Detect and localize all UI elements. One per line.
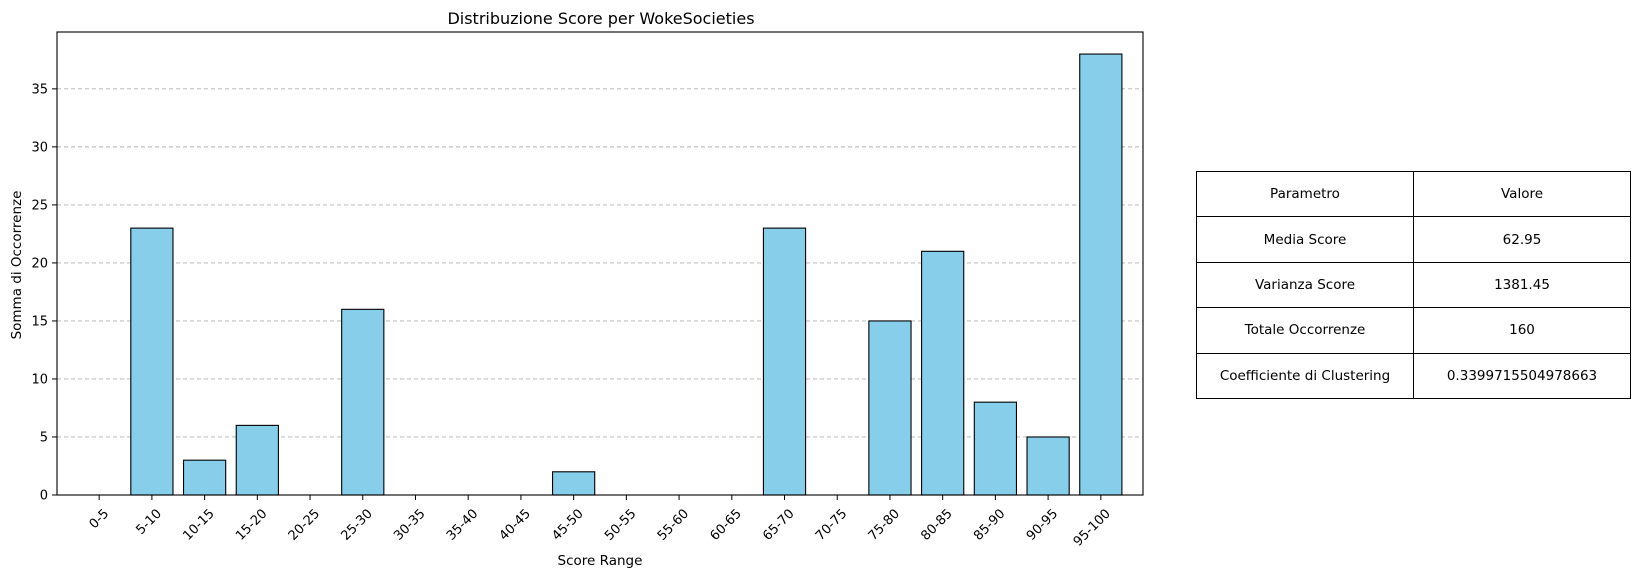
table-row: Varianza Score 1381.45 (1196, 261, 1631, 309)
table-cell: 160 (1413, 307, 1631, 354)
table-cell: Varianza Score (1196, 261, 1414, 309)
bar (1026, 436, 1070, 496)
x-tick-label: 30-35 (391, 506, 428, 543)
x-tick-label: 0-5 (87, 506, 113, 532)
bar (921, 250, 965, 496)
table-cell: 62.95 (1413, 216, 1631, 263)
x-tick-label: 90-95 (1024, 506, 1061, 543)
bar (552, 471, 596, 496)
plot-frame (56, 31, 1144, 496)
x-tick-label: 50-55 (602, 506, 639, 543)
stats-table: Parametro Valore Media Score 62.95 Varia… (1196, 170, 1631, 399)
bar (182, 459, 227, 496)
bar (762, 227, 807, 496)
x-tick-label: 80-85 (918, 506, 955, 543)
x-tick-label: 15-20 (233, 506, 270, 543)
table-row: Coefficiente di Clustering 0.33997155049… (1196, 352, 1631, 399)
bar (973, 401, 1018, 496)
x-tick-label: 25-30 (338, 506, 375, 543)
x-tick-label: 5-10 (133, 506, 164, 537)
y-axis-label: Somma di Occorrenze (9, 191, 25, 340)
x-axis-label: Score Range (558, 553, 643, 569)
table-cell: 0.3399715504978663 (1413, 352, 1631, 399)
y-tick-label: 10 (31, 372, 48, 387)
x-tick-label: 95-100 (1071, 506, 1114, 549)
table-cell: Coefficiente di Clustering (1196, 352, 1414, 399)
bars (130, 53, 1123, 496)
x-tick-label: 75-80 (866, 506, 903, 543)
bar (235, 424, 279, 496)
table-header-cell: Parametro (1196, 170, 1414, 218)
bar (868, 320, 912, 496)
table-row: Media Score 62.95 (1196, 216, 1631, 263)
y-tick-label: 15 (31, 314, 48, 329)
chart-title: Distribuzione Score per WokeSocieties (447, 9, 754, 28)
y-tick-label: 35 (31, 82, 48, 97)
x-tick-label: 65-70 (760, 506, 797, 543)
table-row: Totale Occorrenze 160 (1196, 307, 1631, 354)
y-tick-label: 0 (40, 489, 48, 504)
x-tick-label: 85-90 (971, 506, 1008, 543)
table-header-row: Parametro Valore (1196, 170, 1631, 218)
grid-lines (57, 88, 1143, 438)
y-tick-label: 30 (31, 140, 48, 155)
y-tick-label: 20 (31, 256, 48, 271)
x-tick-label: 45-50 (549, 506, 586, 543)
x-tick-label: 35-40 (444, 506, 481, 543)
bar (130, 227, 174, 496)
bar (1079, 53, 1123, 496)
x-tick-label: 70-75 (813, 506, 850, 543)
x-tick-label: 60-65 (708, 506, 745, 543)
table-cell: Media Score (1196, 216, 1414, 263)
x-tick-label: 55-60 (655, 506, 692, 543)
table-cell: 1381.45 (1413, 261, 1631, 309)
x-tick-label: 10-15 (180, 506, 217, 543)
table-header-cell: Valore (1413, 170, 1631, 218)
bar (341, 308, 385, 496)
y-tick-label: 5 (40, 430, 48, 445)
table-cell: Totale Occorrenze (1196, 307, 1414, 354)
x-tick-label: 20-25 (286, 506, 323, 543)
x-tick-label: 40-45 (497, 506, 534, 543)
y-tick-label: 25 (31, 198, 48, 213)
